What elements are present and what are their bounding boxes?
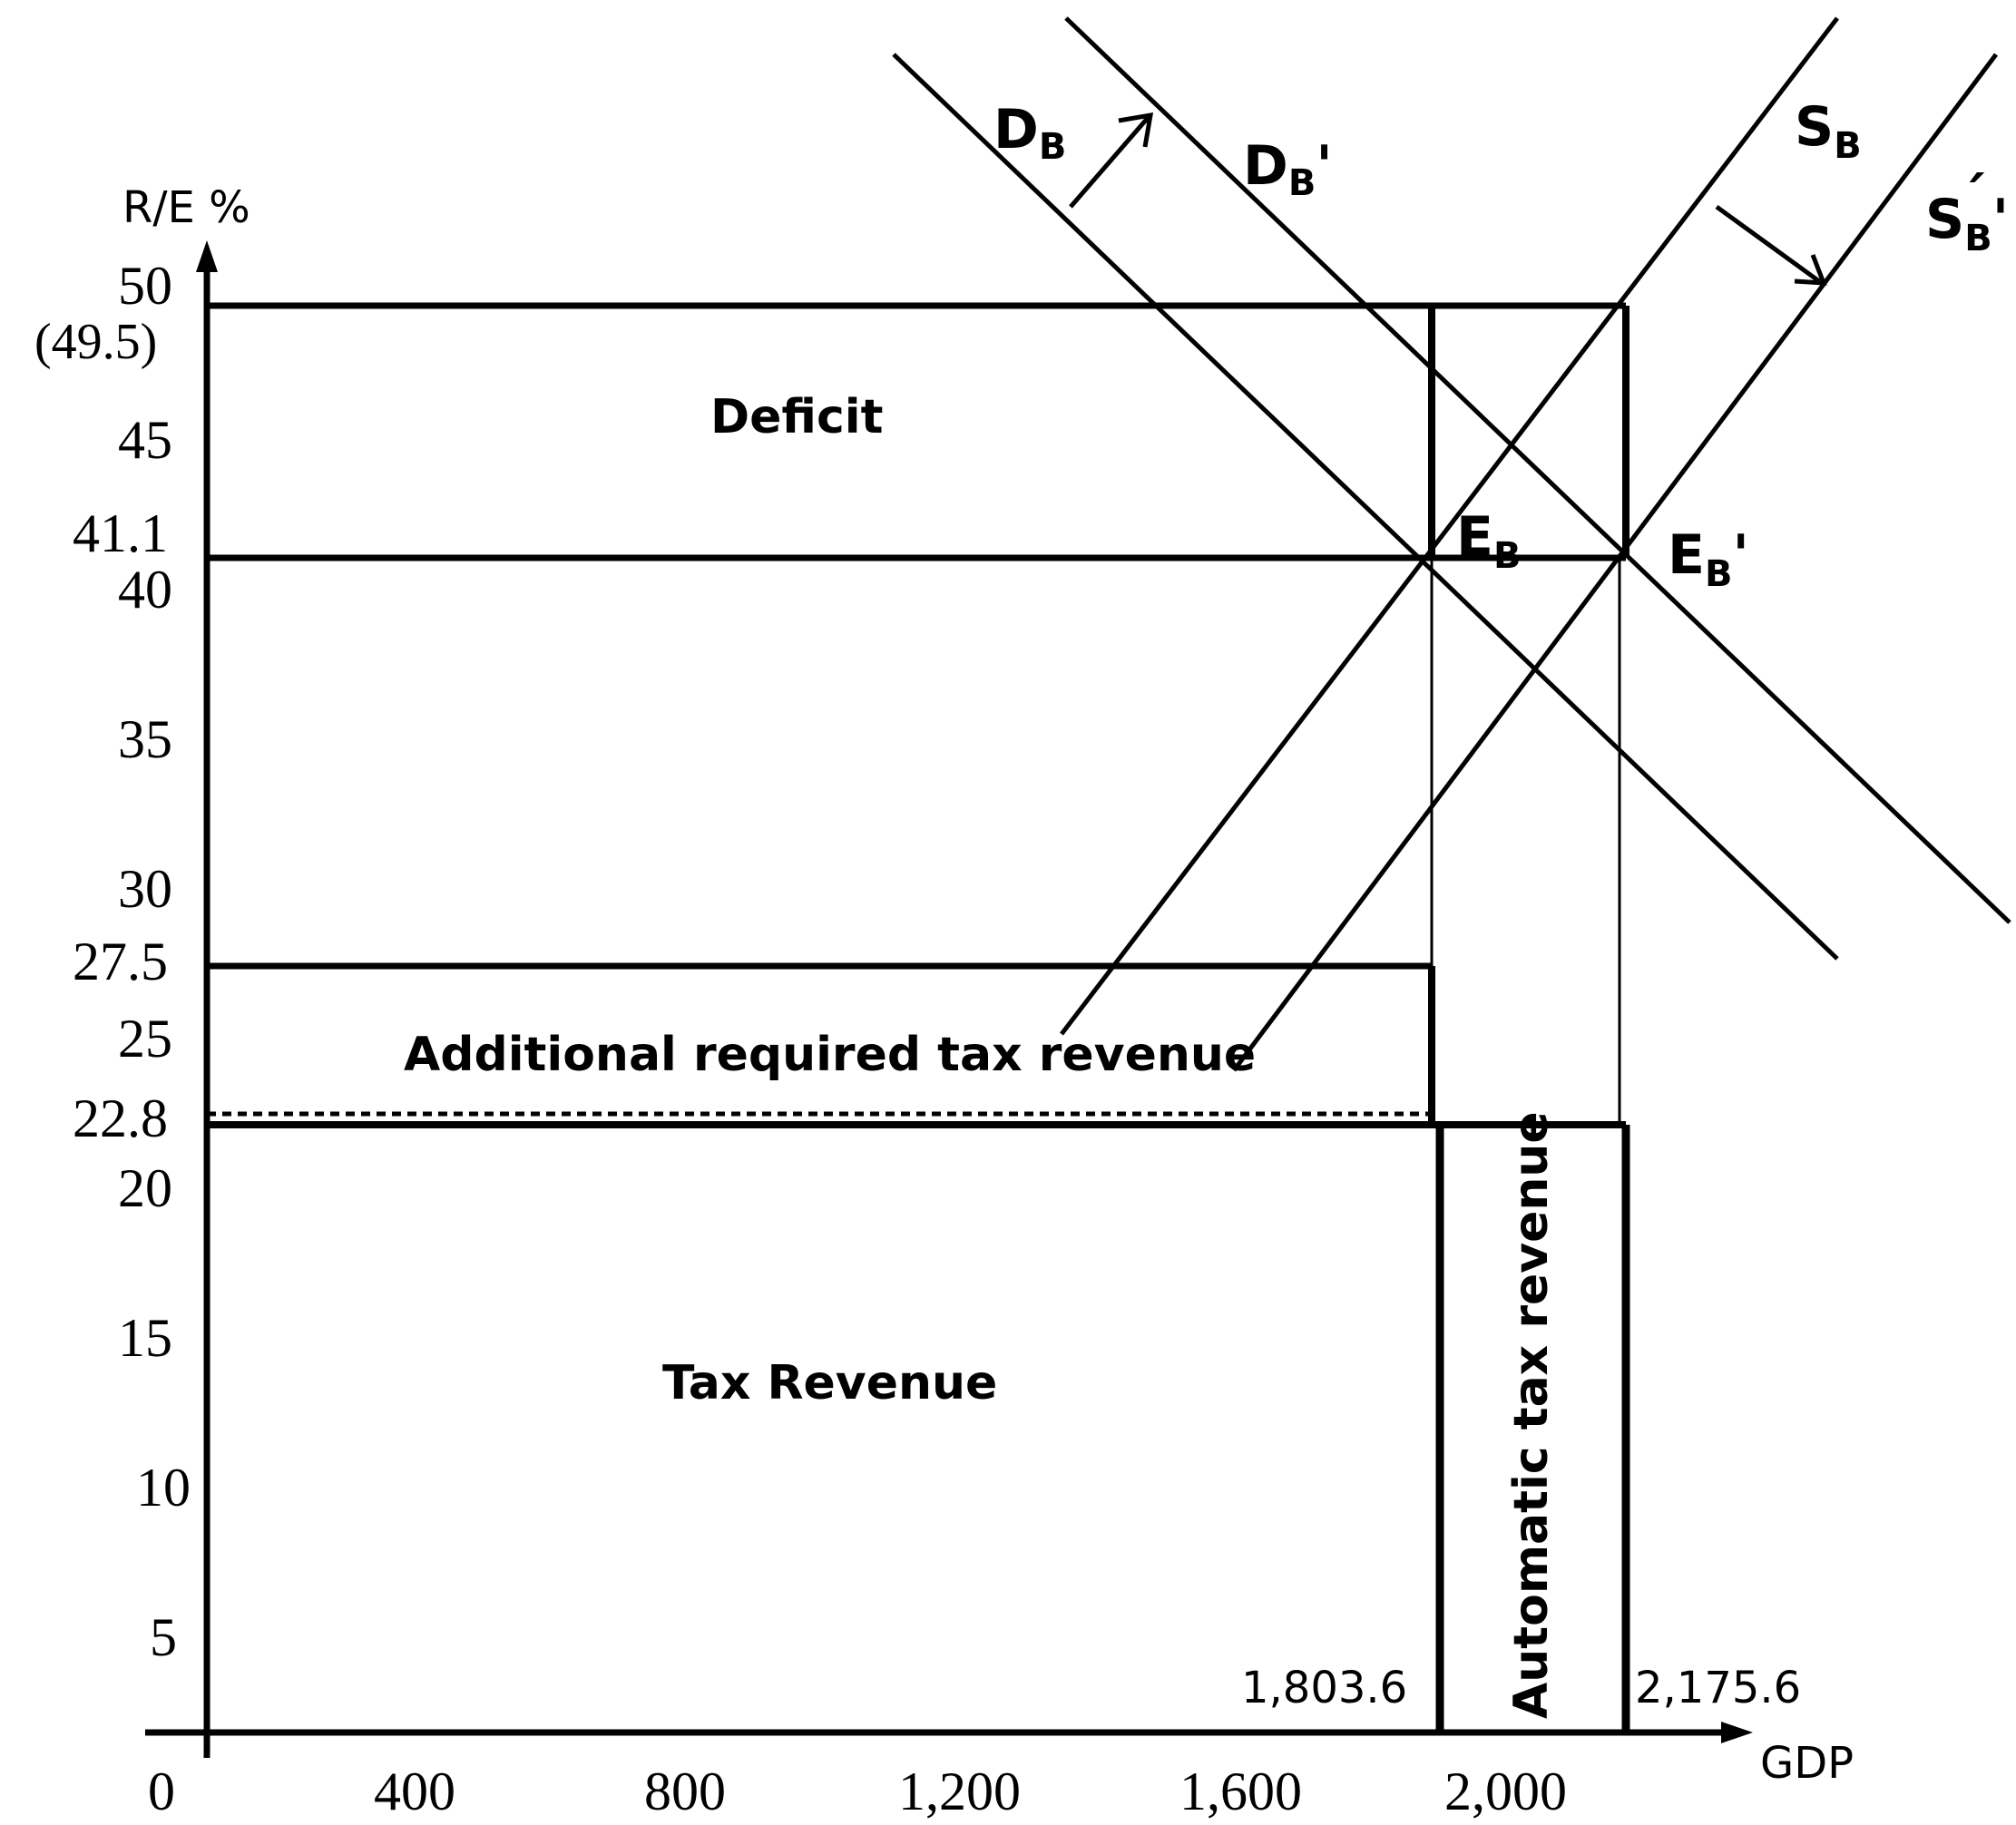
gdp-value-right: 2,175.6 — [1635, 1663, 1801, 1713]
y-tick-label: 15 — [118, 1308, 172, 1368]
gdp-value-left: 1,803.6 — [1241, 1663, 1407, 1713]
x-tick-label: 0 — [148, 1762, 175, 1821]
demand-shift-arrow — [1069, 116, 1150, 209]
y-tick-label: 41.1 — [73, 503, 168, 563]
sb-prime-label: SB' — [1925, 188, 2009, 259]
x-tick-label: 1,600 — [1179, 1762, 1302, 1821]
y-tick-label: 30 — [118, 859, 172, 919]
eb-label: EB — [1456, 505, 1522, 577]
y-axis-label: R/E % — [122, 182, 250, 233]
sb-label: SB — [1795, 95, 1862, 167]
supply-curve-sb-prime — [1232, 53, 1998, 1072]
sb-prime-accent: ´ — [1960, 166, 1987, 229]
eb-prime-label: EB' — [1668, 523, 1749, 595]
demand-curve-db-prime — [1064, 16, 2011, 924]
y-tick-label: 27.5 — [73, 932, 168, 991]
supply-shift-arrowhead — [1794, 254, 1827, 286]
deficit-label: Deficit — [710, 390, 883, 444]
y-axis-arrowhead — [196, 240, 218, 272]
demand-curve-db — [892, 53, 1839, 961]
x-tick-labels: 0 400 800 1,200 1,600 2,000 — [148, 1762, 1567, 1821]
curves — [892, 16, 2011, 1072]
x-tick-label: 800 — [644, 1762, 726, 1821]
y-tick-labels: 50 (49.5) 45 41.1 40 35 30 27.5 25 22.8 … — [34, 256, 191, 1667]
y-tick-label: 35 — [118, 709, 172, 769]
shift-arrows — [1069, 112, 1827, 286]
x-tick-label: 400 — [374, 1762, 455, 1821]
y-tick-label: 25 — [118, 1009, 172, 1069]
y-tick-label: 5 — [150, 1607, 177, 1667]
x-axis-arrowhead — [1721, 1722, 1753, 1743]
x-axis-label: GDP — [1760, 1738, 1854, 1789]
y-tick-label: 22.8 — [73, 1088, 168, 1148]
y-tick-label: 20 — [118, 1158, 172, 1218]
y-tick-label: 50 — [118, 256, 172, 316]
demand-shift-arrowhead — [1118, 112, 1154, 148]
curve-labels: DB DB' SB SB' ´ EB EB' — [993, 95, 2009, 595]
supply-shift-arrow — [1715, 204, 1821, 284]
db-label: DB — [993, 98, 1066, 168]
x-tick-label: 2,000 — [1444, 1762, 1567, 1821]
y-tick-label: 45 — [118, 410, 172, 470]
axes — [145, 240, 1753, 1758]
budget-boxes — [207, 302, 1630, 1732]
automatic-tax-revenue-label: Automatic tax revenue — [1504, 1111, 1559, 1719]
additional-tax-revenue-label: Additional required tax revenue — [404, 1028, 1256, 1082]
db-prime-label: DB' — [1243, 134, 1333, 204]
y-tick-label: (49.5) — [34, 314, 157, 370]
x-tick-label: 1,200 — [898, 1762, 1021, 1821]
y-tick-label: 10 — [136, 1458, 191, 1518]
tax-revenue-label: Tax Revenue — [662, 1356, 997, 1410]
supply-curve-sb — [1060, 16, 1839, 1036]
y-tick-label: 40 — [118, 560, 172, 620]
